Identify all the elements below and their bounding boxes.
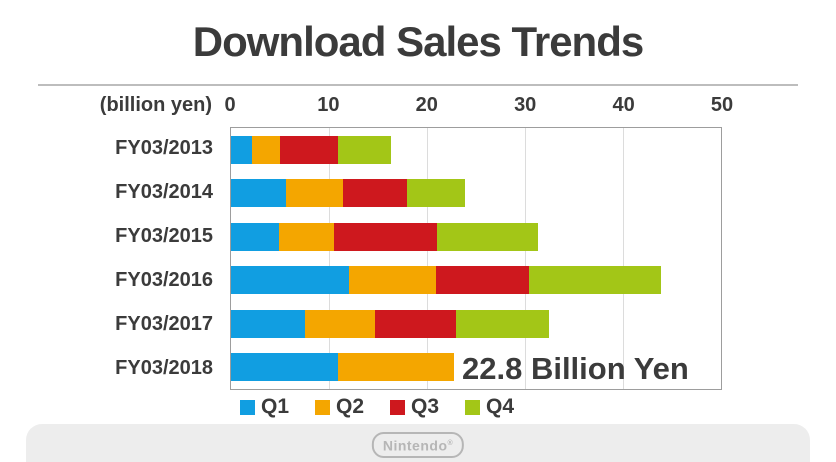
bar-segment-q2 [279, 222, 334, 251]
bar-row [231, 128, 721, 172]
registered-mark: ® [447, 440, 454, 447]
bar-segment-q3 [375, 309, 457, 338]
bar-segment-q4 [456, 309, 550, 338]
x-axis-tick: 20 [415, 94, 438, 116]
bar-segment-q2 [251, 135, 280, 164]
bar-segment-q1 [231, 309, 306, 338]
nintendo-logo-text: Nintendo [382, 437, 448, 454]
row-label: FY03/2014 [115, 181, 213, 204]
row-label: FY03/2018 [115, 356, 213, 379]
annotation-value: 22.8 Billion Yen [462, 351, 689, 386]
bar-segment-q4 [337, 135, 391, 164]
bar-segment-q1 [231, 135, 252, 164]
legend-item-q1: Q1 [240, 395, 289, 419]
legend-item-q4: Q4 [465, 395, 514, 419]
bar-segment-q1 [231, 179, 286, 208]
x-axis-tick: 0 [224, 94, 236, 116]
bar-stack [231, 135, 721, 164]
bar-stack [231, 266, 721, 295]
bar-segment-q3 [279, 135, 338, 164]
legend-swatch-q1 [240, 399, 255, 415]
x-axis-tick: 40 [612, 94, 635, 116]
legend-label: Q4 [486, 395, 515, 418]
bar-segment-q2 [348, 266, 436, 295]
plot-area [230, 127, 722, 390]
legend-label: Q3 [411, 395, 440, 418]
legend-swatch-q2 [315, 399, 331, 415]
nintendo-logo: Nintendo® [371, 432, 465, 458]
bar-segment-q1 [231, 222, 280, 251]
row-label: FY03/2015 [115, 225, 213, 248]
bar-stack [231, 309, 721, 338]
bar-segment-q2 [337, 353, 455, 382]
bar-segment-q3 [342, 179, 408, 208]
bar-segment-q4 [528, 266, 662, 295]
bar-segment-q3 [435, 266, 529, 295]
bar-row [231, 215, 721, 259]
bar-stack [231, 222, 721, 251]
gridline [427, 128, 428, 389]
bar-segment-q2 [305, 309, 376, 338]
legend-item-q2: Q2 [315, 395, 364, 419]
legend-swatch-q3 [390, 399, 406, 415]
y-axis-labels: FY03/2013 FY03/2014 FY03/2015 FY03/2016 FY03… [0, 127, 213, 390]
bar-row [231, 346, 721, 390]
legend: Q1 Q2 Q3 Q4 [240, 394, 514, 420]
x-axis-tick: 50 [710, 94, 734, 116]
footer-panel: Nintendo® [26, 424, 810, 462]
bar-segment-q4 [407, 179, 466, 208]
legend-label: Q1 [261, 395, 290, 418]
row-label: FY03/2017 [115, 312, 213, 335]
bar-stack [231, 179, 721, 208]
x-axis-tick: 10 [317, 94, 340, 116]
bar-segment-q3 [333, 222, 437, 251]
gridline [525, 128, 526, 389]
x-axis: 0 10 20 30 40 50 [224, 94, 733, 118]
legend-label: Q2 [336, 395, 365, 418]
bar-row [231, 172, 721, 216]
bar-row [231, 259, 721, 303]
gridline [329, 128, 330, 389]
x-axis-tick: 30 [514, 94, 537, 116]
bar-segment-q4 [436, 222, 538, 251]
gridline [623, 128, 624, 389]
bar-segment-q1 [231, 266, 349, 295]
row-label: FY03/2013 [115, 137, 213, 160]
axis-unit-label: (billion yen) [99, 94, 212, 116]
row-label: FY03/2016 [115, 268, 213, 291]
bar-rows [231, 128, 721, 389]
legend-item-q3: Q3 [390, 395, 439, 419]
legend-swatch-q4 [465, 399, 481, 415]
bar-segment-q2 [285, 179, 343, 208]
title-divider [38, 84, 798, 86]
bar-segment-q1 [231, 353, 338, 382]
bar-stack [231, 353, 721, 382]
page-title: Download Sales Trends [192, 18, 644, 65]
bar-row [231, 302, 721, 346]
